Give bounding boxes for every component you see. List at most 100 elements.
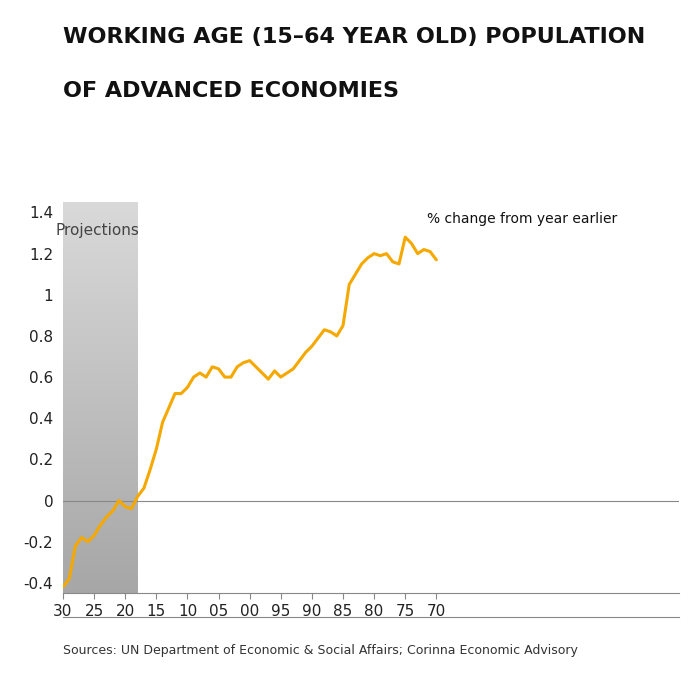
Bar	[57, 328, 138, 330]
Text: Projections: Projections	[55, 223, 139, 238]
Bar	[57, 587, 138, 589]
Bar	[57, 347, 138, 349]
Bar	[57, 321, 138, 324]
Bar	[57, 433, 138, 435]
Bar	[57, 474, 138, 476]
Bar	[57, 458, 138, 460]
Bar	[57, 568, 138, 570]
Bar	[57, 330, 138, 331]
Bar	[57, 563, 138, 565]
Bar	[57, 402, 138, 404]
Bar	[57, 239, 138, 241]
Bar	[57, 310, 138, 311]
Bar	[57, 443, 138, 445]
Bar	[57, 259, 138, 261]
Bar	[57, 409, 138, 411]
Bar	[57, 448, 138, 450]
Bar	[57, 311, 138, 313]
Bar	[57, 548, 138, 550]
Bar	[57, 425, 138, 427]
Bar	[57, 216, 138, 218]
Bar	[57, 560, 138, 562]
Bar	[57, 503, 138, 506]
Bar	[57, 519, 138, 521]
Bar	[57, 361, 138, 363]
Bar	[57, 570, 138, 572]
Bar	[57, 357, 138, 359]
Bar	[57, 552, 138, 554]
Bar	[57, 251, 138, 253]
Bar	[57, 288, 138, 290]
Bar	[57, 376, 138, 378]
Bar	[57, 335, 138, 337]
Bar	[57, 501, 138, 503]
Bar	[57, 249, 138, 251]
Bar	[57, 539, 138, 541]
Bar	[57, 534, 138, 537]
Bar	[57, 367, 138, 369]
Bar	[57, 292, 138, 294]
Bar	[57, 462, 138, 464]
Bar	[57, 585, 138, 587]
Bar	[57, 513, 138, 515]
Bar	[57, 400, 138, 402]
Bar	[57, 224, 138, 226]
Bar	[57, 554, 138, 556]
Bar	[57, 370, 138, 372]
Bar	[57, 470, 138, 472]
Bar	[57, 404, 138, 406]
Bar	[57, 491, 138, 493]
Bar	[57, 278, 138, 280]
Bar	[57, 493, 138, 495]
Bar	[57, 558, 138, 560]
Bar	[57, 230, 138, 232]
Bar	[57, 466, 138, 468]
Bar	[57, 487, 138, 489]
Bar	[57, 263, 138, 265]
Bar	[57, 468, 138, 470]
Bar	[57, 507, 138, 509]
Bar	[57, 294, 138, 296]
Bar	[57, 257, 138, 259]
Bar	[57, 386, 138, 388]
Bar	[57, 526, 138, 528]
Bar	[57, 517, 138, 519]
Bar	[57, 476, 138, 478]
Bar	[57, 478, 138, 480]
Bar	[57, 245, 138, 247]
Bar	[57, 415, 138, 417]
Bar	[57, 300, 138, 302]
Bar	[57, 326, 138, 328]
Bar	[57, 528, 138, 530]
Bar	[57, 315, 138, 317]
Bar	[57, 290, 138, 292]
Bar	[57, 437, 138, 439]
Bar	[57, 359, 138, 361]
Bar	[57, 537, 138, 539]
Bar	[57, 380, 138, 382]
Bar	[57, 447, 138, 448]
Bar	[57, 372, 138, 374]
Bar	[57, 308, 138, 310]
Bar	[57, 274, 138, 276]
Bar	[57, 267, 138, 269]
Bar	[57, 583, 138, 585]
Bar	[57, 208, 138, 210]
Bar	[57, 413, 138, 415]
Bar	[57, 337, 138, 339]
Bar	[57, 394, 138, 396]
Bar	[57, 333, 138, 335]
Bar	[57, 435, 138, 437]
Bar	[57, 212, 138, 214]
Bar	[57, 271, 138, 272]
Bar	[57, 523, 138, 524]
Bar	[57, 349, 138, 350]
Bar	[57, 565, 138, 568]
Bar	[57, 388, 138, 390]
Bar	[57, 261, 138, 263]
Bar	[57, 439, 138, 441]
Bar	[57, 313, 138, 315]
Bar	[57, 276, 138, 278]
Bar	[57, 390, 138, 392]
Bar	[57, 454, 138, 456]
